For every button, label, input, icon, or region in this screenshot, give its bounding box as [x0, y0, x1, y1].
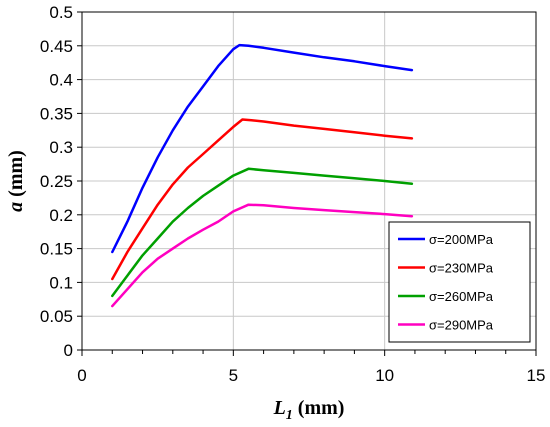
- y-tick-label: 0: [64, 341, 73, 360]
- axis-tick-marks: [77, 11, 537, 356]
- y-tick-label: 0.3: [49, 138, 73, 157]
- y-tick-label: 0.45: [40, 37, 73, 56]
- y-axis-title: a (mm): [5, 150, 27, 212]
- y-tick-label: 0.35: [40, 104, 73, 123]
- x-tick-label: 10: [375, 366, 394, 385]
- series-lines: [111, 43, 414, 308]
- y-axis-title-main: a: [5, 202, 27, 212]
- legend-label-1: σ=200MPa: [429, 232, 494, 247]
- series-line-2: [111, 118, 414, 281]
- y-tick-label: 0.2: [49, 206, 73, 225]
- series-line-4: [111, 203, 414, 308]
- y-tick-label: 0.05: [40, 307, 73, 326]
- series-line-1: [111, 43, 414, 254]
- y-tick-labels: 0 0.05 0.1 0.15 0.2 0.25 0.3 0.35 0.4 0.45 0.5: [40, 3, 73, 360]
- y-tick-label: 0.1: [49, 273, 73, 292]
- legend-box: [388, 221, 531, 343]
- y-tick-label: 0.4: [49, 71, 73, 90]
- y-tick-label: 0.15: [40, 240, 73, 259]
- y-axis-title-unit: (mm): [5, 150, 27, 202]
- x-axis-title-subscript: 1: [286, 408, 293, 423]
- x-tick-label: 0: [77, 366, 86, 385]
- legend-label-2: σ=230MPa: [429, 261, 494, 276]
- y-tick-label: 0.25: [40, 172, 73, 191]
- x-tick-labels: 0 5 10 15: [77, 366, 545, 385]
- series-line-3: [111, 167, 414, 298]
- x-axis-title: L1 (mm): [273, 397, 345, 423]
- x-axis-title-unit: (mm): [293, 397, 345, 419]
- legend: σ=200MPa σ=230MPa σ=260MPa σ=290MPa: [388, 221, 531, 343]
- x-tick-label: 5: [229, 366, 238, 385]
- legend-label-3: σ=260MPa: [429, 289, 494, 304]
- x-axis-title-main: L: [273, 397, 286, 419]
- y-tick-label: 0.5: [49, 3, 73, 22]
- x-tick-label: 15: [527, 366, 546, 385]
- legend-label-4: σ=290MPa: [429, 318, 494, 333]
- gridlines: [82, 12, 536, 350]
